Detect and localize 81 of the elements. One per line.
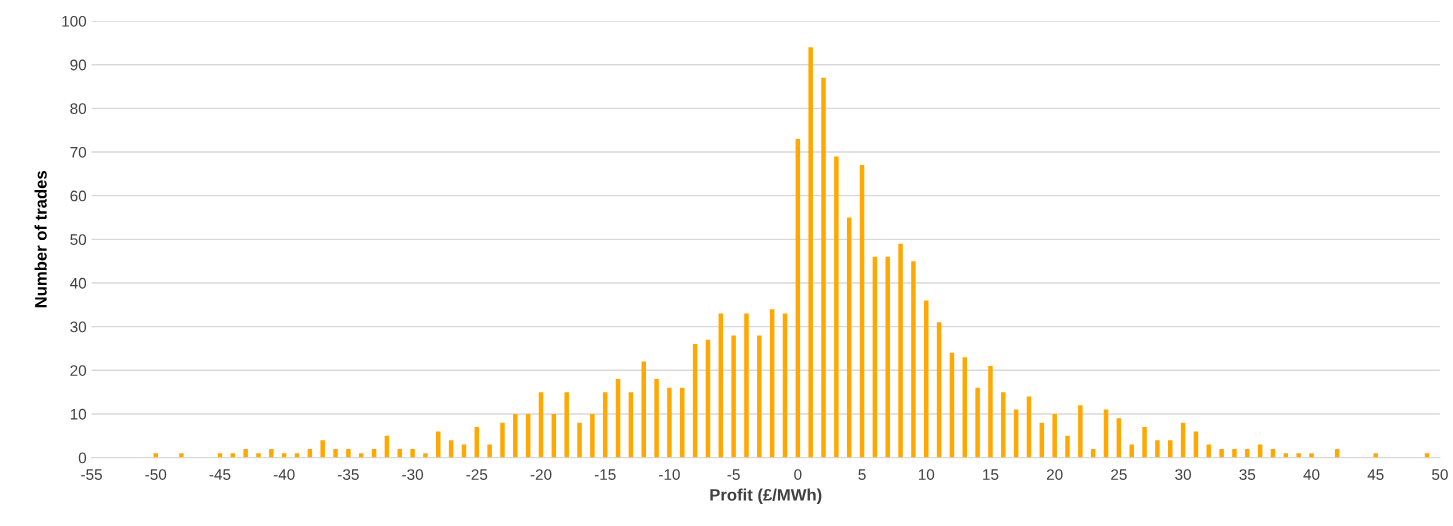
x-tick-label: 45	[1367, 469, 1384, 480]
bar	[834, 156, 839, 458]
bar	[333, 448, 338, 458]
bar	[487, 444, 492, 458]
bar	[1052, 413, 1057, 458]
bar	[654, 379, 659, 458]
x-tick-label: 5	[858, 469, 866, 480]
y-tick-label: 10	[70, 408, 87, 420]
bar	[564, 392, 569, 458]
x-tick-label: 40	[1303, 469, 1320, 480]
bar	[988, 365, 993, 458]
x-tick-label: 50	[1432, 469, 1448, 480]
y-tick-label: 100	[62, 15, 87, 27]
bar	[256, 453, 261, 458]
bar	[320, 440, 325, 458]
bar	[898, 243, 903, 458]
bar	[513, 413, 518, 458]
x-tick-label: 15	[983, 469, 999, 480]
x-tick-label: -15	[594, 469, 616, 480]
bar	[269, 448, 274, 458]
bar	[590, 413, 595, 458]
bar	[757, 335, 762, 458]
x-tick-label: -50	[145, 469, 167, 480]
bar	[641, 361, 646, 458]
x-tick-label: -10	[659, 469, 680, 480]
bar	[1142, 427, 1147, 458]
bar	[410, 448, 415, 458]
bar	[821, 77, 826, 458]
bar	[243, 448, 248, 458]
x-tick-label: 25	[1111, 469, 1127, 480]
bar	[1296, 453, 1301, 458]
bar	[808, 47, 813, 458]
bar	[885, 256, 890, 458]
bar	[1001, 392, 1006, 458]
x-axis-title: Profit (£/MWh)	[710, 488, 822, 505]
x-tick-label: 20	[1046, 469, 1063, 480]
bar	[1129, 444, 1134, 458]
bar	[346, 448, 351, 458]
bar	[500, 422, 505, 458]
x-tick-label: 35	[1239, 469, 1256, 480]
x-tick-label: 30	[1175, 469, 1191, 480]
bar	[1219, 448, 1224, 458]
y-tick-label: 50	[70, 234, 87, 246]
bar	[975, 387, 980, 458]
x-tick-label: -20	[530, 469, 552, 480]
y-tick-label: 90	[70, 59, 87, 71]
bar	[423, 453, 428, 458]
x-tick-label: -25	[466, 469, 488, 480]
bar	[1232, 448, 1237, 458]
y-tick-label: 40	[70, 277, 87, 289]
y-axis-title: Number of trades	[34, 171, 47, 308]
bar	[1373, 453, 1378, 458]
x-tick-label: -5	[727, 469, 740, 480]
bar	[436, 431, 441, 458]
bar	[680, 387, 685, 458]
bar	[1245, 448, 1250, 458]
x-tick-label: -55	[81, 469, 102, 480]
bar	[1155, 440, 1160, 458]
bar	[1078, 405, 1083, 458]
bar	[577, 422, 582, 458]
bar	[911, 261, 916, 458]
bar	[744, 313, 749, 458]
x-tick-label: 0	[794, 469, 802, 480]
y-tick-label: 60	[70, 190, 87, 202]
x-tick-label: -40	[273, 469, 295, 480]
x-tick-label: -35	[338, 469, 359, 480]
bar	[1065, 435, 1070, 458]
x-tick-label: 10	[918, 469, 935, 480]
x-tick-label: -30	[402, 469, 424, 480]
bar	[179, 453, 184, 458]
y-tick-label: 20	[70, 365, 87, 376]
y-tick-label: 70	[70, 146, 87, 158]
x-tick-label: -45	[209, 469, 231, 480]
bar	[397, 448, 402, 458]
y-tick-label: 0	[78, 452, 87, 464]
bar	[1309, 453, 1314, 458]
y-tick-label: 30	[70, 321, 87, 333]
y-tick-label: 80	[70, 103, 87, 115]
bar	[731, 335, 736, 458]
bar	[667, 387, 672, 458]
bar	[924, 300, 929, 458]
